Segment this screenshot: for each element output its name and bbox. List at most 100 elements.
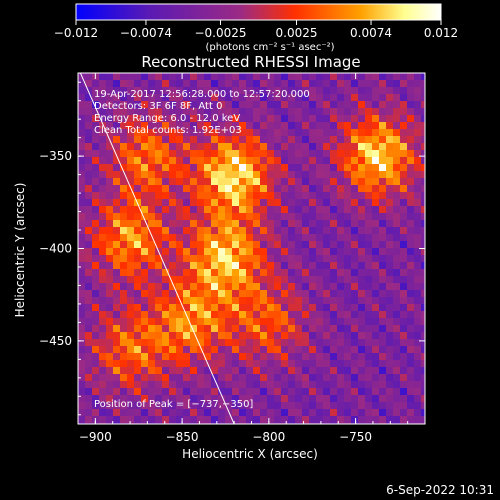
- heatmap-cell: [239, 108, 246, 115]
- heatmap-cell: [316, 234, 323, 241]
- heatmap-cell: [113, 360, 120, 367]
- heatmap-cell: [106, 409, 113, 416]
- heatmap-cell: [421, 115, 425, 122]
- heatmap-cell: [330, 367, 337, 374]
- heatmap-cell: [253, 283, 260, 290]
- heatmap-cell: [169, 227, 176, 234]
- heatmap-cell: [197, 402, 204, 409]
- heatmap-cell: [127, 192, 134, 199]
- heatmap-cell: [190, 297, 197, 304]
- heatmap-cell: [309, 192, 316, 199]
- heatmap-cell: [134, 220, 141, 227]
- heatmap-cell: [288, 248, 295, 255]
- heatmap-cell: [211, 241, 218, 248]
- heatmap-cell: [281, 192, 288, 199]
- heatmap-cell: [155, 171, 162, 178]
- heatmap-cell: [183, 297, 190, 304]
- heatmap-cell: [197, 395, 204, 402]
- heatmap-cell: [274, 360, 281, 367]
- heatmap-cell: [400, 129, 407, 136]
- heatmap-cell: [92, 234, 99, 241]
- heatmap-cell: [309, 304, 316, 311]
- heatmap-cell: [386, 339, 393, 346]
- heatmap-cell: [246, 80, 253, 87]
- heatmap-cell: [197, 241, 204, 248]
- heatmap-cell: [330, 248, 337, 255]
- heatmap-cell: [148, 157, 155, 164]
- heatmap-cell: [106, 332, 113, 339]
- heatmap-cell: [358, 416, 365, 423]
- heatmap-cell: [218, 262, 225, 269]
- heatmap-cell: [211, 234, 218, 241]
- heatmap-cell: [92, 87, 99, 94]
- heatmap-cell: [274, 73, 281, 80]
- heatmap-cell: [78, 157, 85, 164]
- heatmap-cell: [218, 304, 225, 311]
- heatmap-cell: [134, 80, 141, 87]
- heatmap-cell: [127, 220, 134, 227]
- heatmap-cell: [288, 185, 295, 192]
- heatmap-cell: [134, 416, 141, 423]
- heatmap-cell: [302, 157, 309, 164]
- heatmap-cell: [253, 416, 260, 423]
- heatmap-cell: [358, 304, 365, 311]
- heatmap-cell: [197, 213, 204, 220]
- heatmap-cell: [309, 402, 316, 409]
- heatmap-cell: [421, 360, 425, 367]
- heatmap-cell: [421, 283, 425, 290]
- heatmap-cell: [239, 381, 246, 388]
- heatmap-cell: [330, 122, 337, 129]
- heatmap-cell: [281, 276, 288, 283]
- heatmap-cell: [400, 157, 407, 164]
- heatmap-cell: [190, 234, 197, 241]
- heatmap-cell: [274, 367, 281, 374]
- heatmap-cell: [106, 416, 113, 423]
- heatmap-cell: [414, 94, 421, 101]
- heatmap-cell: [309, 143, 316, 150]
- heatmap-cell: [204, 94, 211, 101]
- heatmap-cell: [141, 402, 148, 409]
- heatmap-cell: [267, 318, 274, 325]
- heatmap-cell: [211, 318, 218, 325]
- heatmap-cell: [309, 325, 316, 332]
- heatmap-cell: [386, 276, 393, 283]
- heatmap-cell: [421, 290, 425, 297]
- heatmap-cell: [211, 346, 218, 353]
- heatmap-cell: [85, 360, 92, 367]
- heatmap-cell: [204, 178, 211, 185]
- heatmap-cell: [386, 178, 393, 185]
- heatmap-cell: [155, 241, 162, 248]
- heatmap-cell: [148, 227, 155, 234]
- heatmap-cell: [141, 115, 148, 122]
- heatmap-cell: [323, 206, 330, 213]
- heatmap-cell: [176, 150, 183, 157]
- heatmap-cell: [141, 360, 148, 367]
- heatmap-cell: [344, 108, 351, 115]
- heatmap-cell: [302, 73, 309, 80]
- heatmap-cell: [85, 241, 92, 248]
- heatmap-cell: [162, 171, 169, 178]
- heatmap-cell: [344, 213, 351, 220]
- heatmap-cell: [372, 150, 379, 157]
- heatmap-cell: [295, 276, 302, 283]
- heatmap-cell: [162, 101, 169, 108]
- heatmap-cell: [337, 325, 344, 332]
- heatmap-cell: [288, 353, 295, 360]
- heatmap-cell: [302, 318, 309, 325]
- heatmap-cell: [337, 234, 344, 241]
- heatmap-cell: [281, 248, 288, 255]
- heatmap-cell: [414, 80, 421, 87]
- heatmap-cell: [197, 192, 204, 199]
- heatmap-cell: [148, 381, 155, 388]
- heatmap-cell: [421, 185, 425, 192]
- heatmap-cell: [225, 136, 232, 143]
- heatmap-cell: [239, 248, 246, 255]
- heatmap-cell: [232, 311, 239, 318]
- heatmap-cell: [155, 234, 162, 241]
- heatmap-cell: [190, 150, 197, 157]
- heatmap-cell: [288, 381, 295, 388]
- heatmap-cell: [421, 213, 425, 220]
- heatmap-cell: [330, 150, 337, 157]
- heatmap-cell: [309, 374, 316, 381]
- heatmap-cell: [162, 150, 169, 157]
